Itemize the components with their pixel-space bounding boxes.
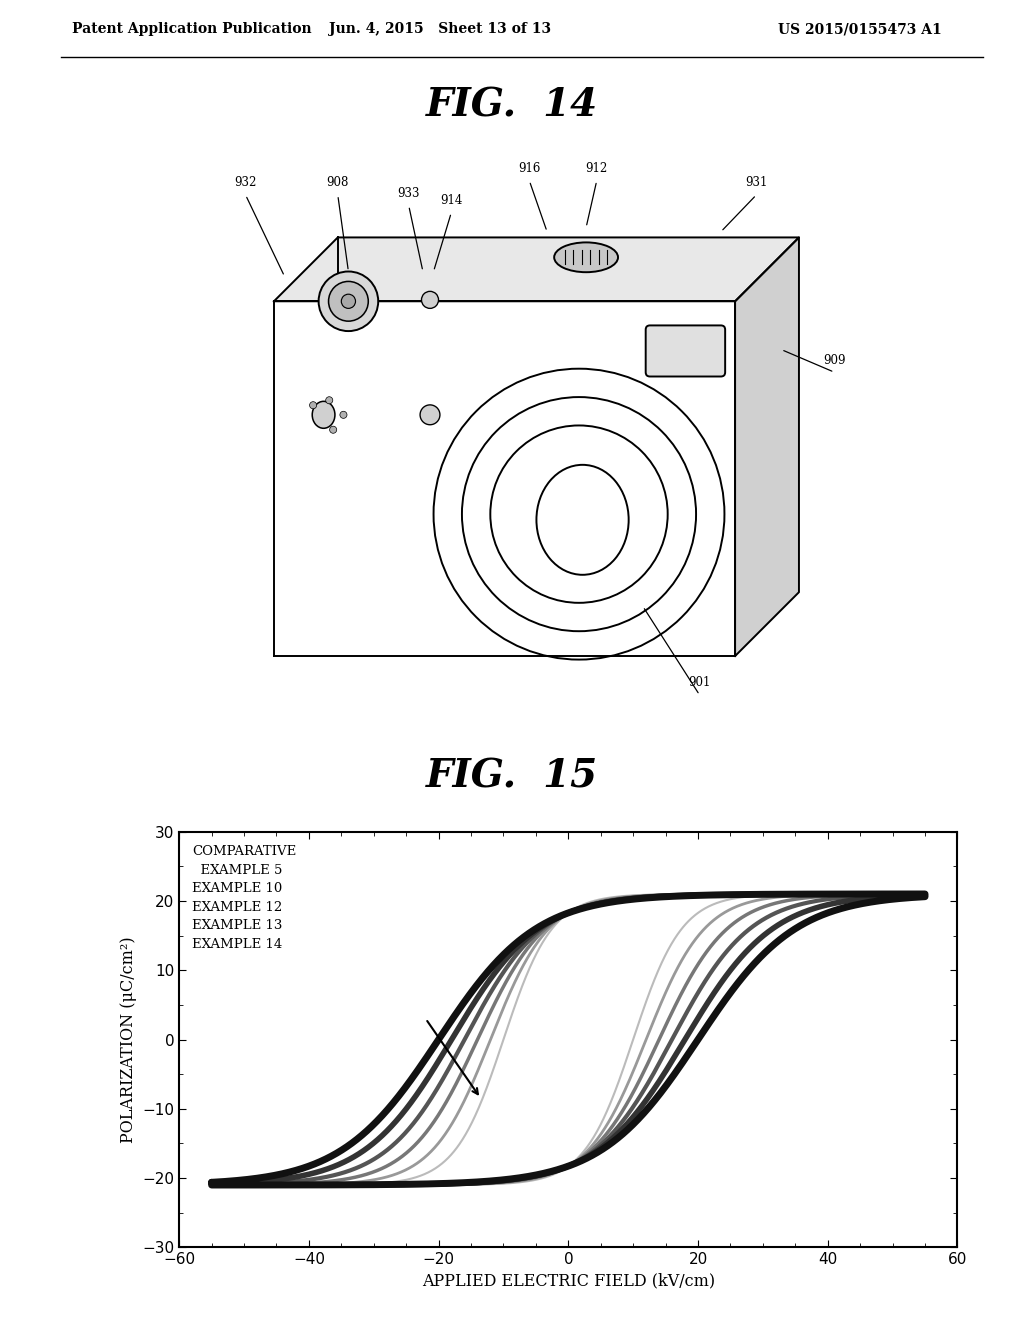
Circle shape: [329, 281, 369, 321]
Text: 908: 908: [327, 176, 349, 189]
Text: Jun. 4, 2015   Sheet 13 of 13: Jun. 4, 2015 Sheet 13 of 13: [330, 22, 551, 37]
FancyBboxPatch shape: [646, 326, 725, 376]
Circle shape: [326, 397, 333, 404]
Text: 912: 912: [586, 162, 608, 176]
Text: 909: 909: [823, 354, 846, 367]
Text: 932: 932: [234, 176, 257, 189]
Polygon shape: [273, 238, 799, 301]
Circle shape: [309, 401, 316, 409]
Circle shape: [318, 272, 378, 331]
Text: 931: 931: [745, 176, 768, 189]
Circle shape: [422, 292, 438, 309]
Text: 901: 901: [688, 676, 711, 689]
Polygon shape: [735, 238, 799, 656]
Text: 933: 933: [397, 187, 420, 199]
Text: FIG.  15: FIG. 15: [426, 758, 598, 795]
Text: COMPARATIVE
  EXAMPLE 5
EXAMPLE 10
EXAMPLE 12
EXAMPLE 13
EXAMPLE 14: COMPARATIVE EXAMPLE 5 EXAMPLE 10 EXAMPLE…: [193, 846, 296, 950]
Y-axis label: POLARIZATION (μC/cm²): POLARIZATION (μC/cm²): [120, 936, 136, 1143]
Text: 916: 916: [518, 162, 541, 176]
Ellipse shape: [554, 243, 618, 272]
Text: US 2015/0155473 A1: US 2015/0155473 A1: [778, 22, 942, 37]
Circle shape: [340, 412, 347, 418]
Circle shape: [420, 405, 440, 425]
Polygon shape: [273, 301, 735, 656]
X-axis label: APPLIED ELECTRIC FIELD (kV/cm): APPLIED ELECTRIC FIELD (kV/cm): [422, 1272, 715, 1290]
Circle shape: [330, 426, 337, 433]
Text: Patent Application Publication: Patent Application Publication: [72, 22, 311, 37]
Circle shape: [341, 294, 355, 309]
Text: FIG.  14: FIG. 14: [426, 87, 598, 125]
Text: 914: 914: [440, 194, 463, 207]
Ellipse shape: [312, 401, 335, 428]
